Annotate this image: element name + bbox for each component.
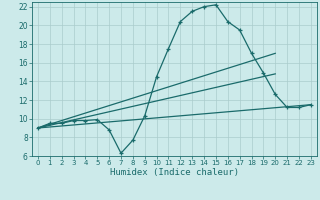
X-axis label: Humidex (Indice chaleur): Humidex (Indice chaleur) [110, 168, 239, 177]
